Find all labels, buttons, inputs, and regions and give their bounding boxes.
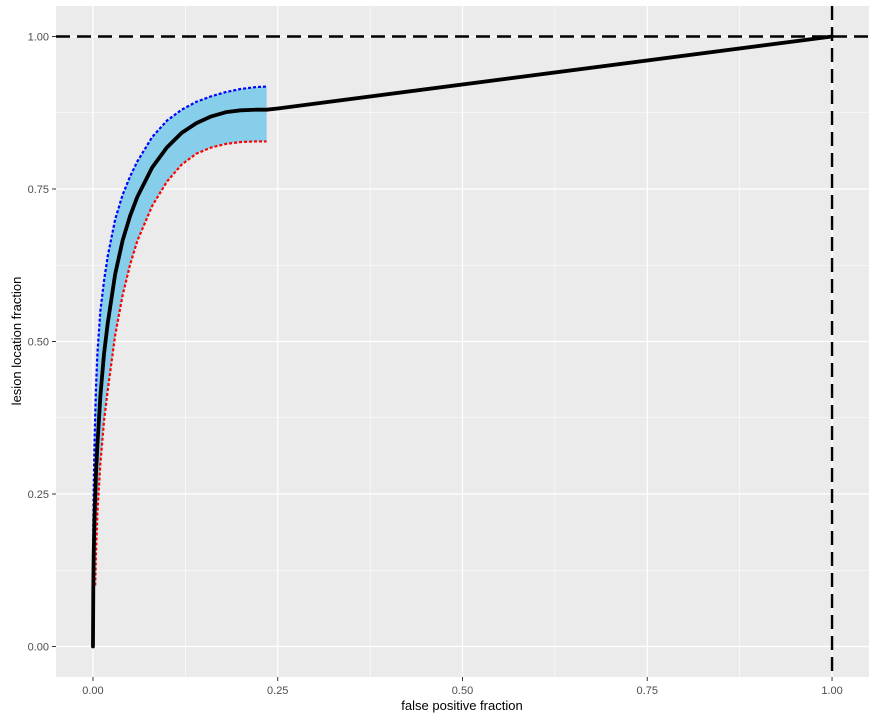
y-axis-title: lesion location fraction	[9, 277, 24, 406]
y-tick-label: 0.75	[28, 184, 49, 196]
y-tick-label: 0.25	[28, 489, 49, 501]
x-tick-label: 0.75	[637, 685, 658, 697]
x-tick-label: 0.00	[82, 685, 103, 697]
axis-ticks: 0.00 0.25 0.50 0.75 1.00 0.00 0.25 0.50 0.75 1.00	[28, 32, 843, 698]
x-axis-title: false positive fraction	[401, 698, 522, 713]
series-layer	[91, 34, 834, 649]
y-tick-label: 0.00	[28, 642, 49, 654]
x-tick-label: 0.25	[267, 685, 288, 697]
lower-bound-line	[94, 140, 267, 586]
x-tick-label: 1.00	[821, 685, 842, 697]
confidence-band	[92, 86, 267, 647]
roc-curve-line	[91, 34, 834, 649]
y-tick-label: 1.00	[28, 32, 49, 44]
y-tick-label: 0.50	[28, 337, 49, 349]
reference-lines	[56, 6, 869, 677]
x-tick-label: 0.50	[452, 685, 473, 697]
